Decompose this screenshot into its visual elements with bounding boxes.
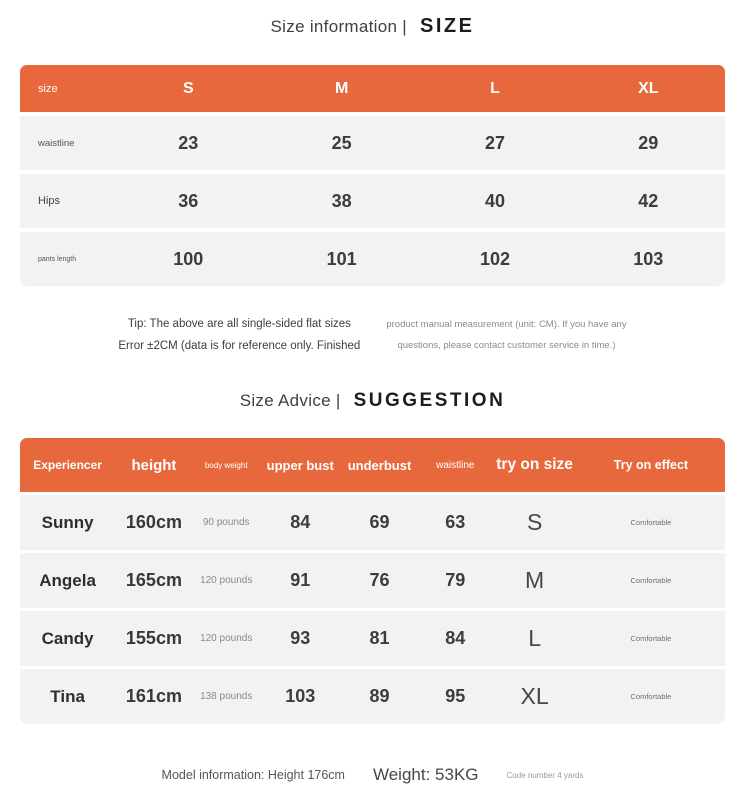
table-row-angela: Angela 165cm 120 pounds 91 76 79 M Comfo… (20, 553, 725, 608)
size-col-xl: XL (638, 79, 659, 97)
size-col-m: M (334, 79, 349, 97)
row-label: Hips (38, 195, 61, 207)
size-col-s: S (182, 79, 194, 97)
cell-value: 102 (479, 248, 510, 269)
col-upper-bust: upper bust (266, 457, 334, 473)
col-underbust: underbust (347, 457, 412, 473)
advice-table-header-row: Experiencer height body weight upper bus… (20, 438, 725, 492)
model-code-text: Code number 4 yards (506, 770, 584, 780)
cell-value: 36 (178, 190, 199, 211)
cell-upper-bust: 103 (285, 686, 316, 706)
row-label: pants length (38, 255, 77, 263)
measurement-tip: Tip: The above are all single-sided flat… (0, 313, 745, 357)
cell-try-on-size: S (526, 509, 543, 535)
cell-try-on-size: M (525, 567, 545, 593)
cell-weight: 120 pounds (200, 633, 253, 644)
size-info-title-text: Size information | (270, 17, 407, 36)
cell-value: 100 (173, 248, 204, 269)
table-row-pants-length: pants length 100 101 102 103 (20, 232, 725, 286)
cell-name: Angela (39, 570, 96, 590)
model-info-bar: Model information: Height 176cm Weight: … (0, 765, 745, 785)
cell-value: 29 (638, 132, 659, 153)
tip-line: product manual measurement (unit: CM). I… (386, 319, 627, 330)
cell-effect: Comfortable (630, 692, 672, 701)
cell-value: 42 (638, 190, 659, 211)
cell-underbust: 69 (369, 512, 390, 532)
table-row-tina: Tina 161cm 138 pounds 103 89 95 XL Comfo… (20, 669, 725, 724)
col-try-on-effect: Try on effect (613, 458, 689, 472)
cell-value: 103 (633, 248, 664, 269)
cell-weight: 138 pounds (200, 691, 253, 702)
tip-line: questions, please contact customer servi… (397, 340, 616, 351)
col-waistline: waistline (436, 459, 475, 471)
cell-effect: Comfortable (630, 634, 672, 643)
cell-waistline: 63 (445, 512, 466, 532)
size-table: size S M L XL waistline 23 25 27 29 Hips… (20, 65, 725, 286)
col-try-on-size: try on size (496, 456, 573, 473)
col-height: height (131, 456, 177, 474)
row-label: waistline (38, 137, 75, 149)
size-table-header-label: size (38, 82, 58, 95)
cell-height: 165cm (125, 570, 182, 590)
cell-name: Candy (41, 628, 94, 648)
cell-upper-bust: 93 (290, 628, 311, 648)
size-col-l: L (490, 79, 500, 97)
cell-waistline: 84 (445, 628, 466, 648)
col-body-weight: body weight (204, 460, 248, 470)
model-info-text: Model information: Height 176cm (161, 768, 345, 782)
cell-waistline: 95 (445, 686, 466, 706)
cell-weight: 90 pounds (202, 517, 250, 528)
col-experiencer: Experiencer (33, 458, 102, 472)
table-row-waistline: waistline 23 25 27 29 (20, 116, 725, 170)
model-weight-text: Weight: 53KG (372, 765, 479, 784)
tip-left-block: Tip: The above are all single-sided flat… (118, 313, 360, 357)
size-advice-title-text: Size Advice | (239, 391, 341, 410)
size-info-title: Size information | SIZE (0, 0, 745, 38)
cell-weight: 120 pounds (200, 575, 253, 586)
size-advice-title: Size Advice | SUGGESTION (0, 390, 745, 412)
cell-name: Sunny (41, 512, 94, 532)
cell-value: 23 (178, 132, 199, 153)
table-row-sunny: Sunny 160cm 90 pounds 84 69 63 S Comfort… (20, 495, 725, 550)
cell-height: 155cm (125, 628, 182, 648)
cell-height: 161cm (125, 686, 182, 706)
cell-underbust: 76 (369, 570, 390, 590)
advice-table: Experiencer height body weight upper bus… (20, 438, 725, 724)
cell-value: 38 (331, 190, 352, 211)
size-table-header-row: size S M L XL (20, 65, 725, 112)
cell-name: Tina (50, 686, 85, 706)
cell-effect: Comfortable (630, 518, 672, 527)
cell-underbust: 81 (369, 628, 390, 648)
cell-value: 27 (484, 132, 505, 153)
cell-value: 101 (326, 248, 357, 269)
cell-waistline: 79 (445, 570, 466, 590)
tip-right-block: product manual measurement (unit: CM). I… (386, 314, 626, 356)
cell-height: 160cm (125, 512, 182, 532)
size-advice-title-en: SUGGESTION (353, 390, 506, 411)
cell-try-on-size: XL (520, 683, 549, 709)
table-row-hips: Hips 36 38 40 42 (20, 174, 725, 228)
cell-effect: Comfortable (630, 576, 672, 585)
table-row-candy: Candy 155cm 120 pounds 93 81 84 L Comfor… (20, 611, 725, 666)
cell-value: 40 (484, 190, 505, 211)
cell-try-on-size: L (528, 625, 541, 651)
cell-upper-bust: 91 (290, 570, 311, 590)
cell-upper-bust: 84 (290, 512, 311, 532)
size-info-title-en: SIZE (419, 15, 475, 37)
tip-line: Error ±2CM (data is for reference only. … (118, 340, 361, 352)
cell-value: 25 (331, 132, 352, 153)
cell-underbust: 89 (369, 686, 390, 706)
tip-line: Tip: The above are all single-sided flat… (127, 318, 351, 330)
